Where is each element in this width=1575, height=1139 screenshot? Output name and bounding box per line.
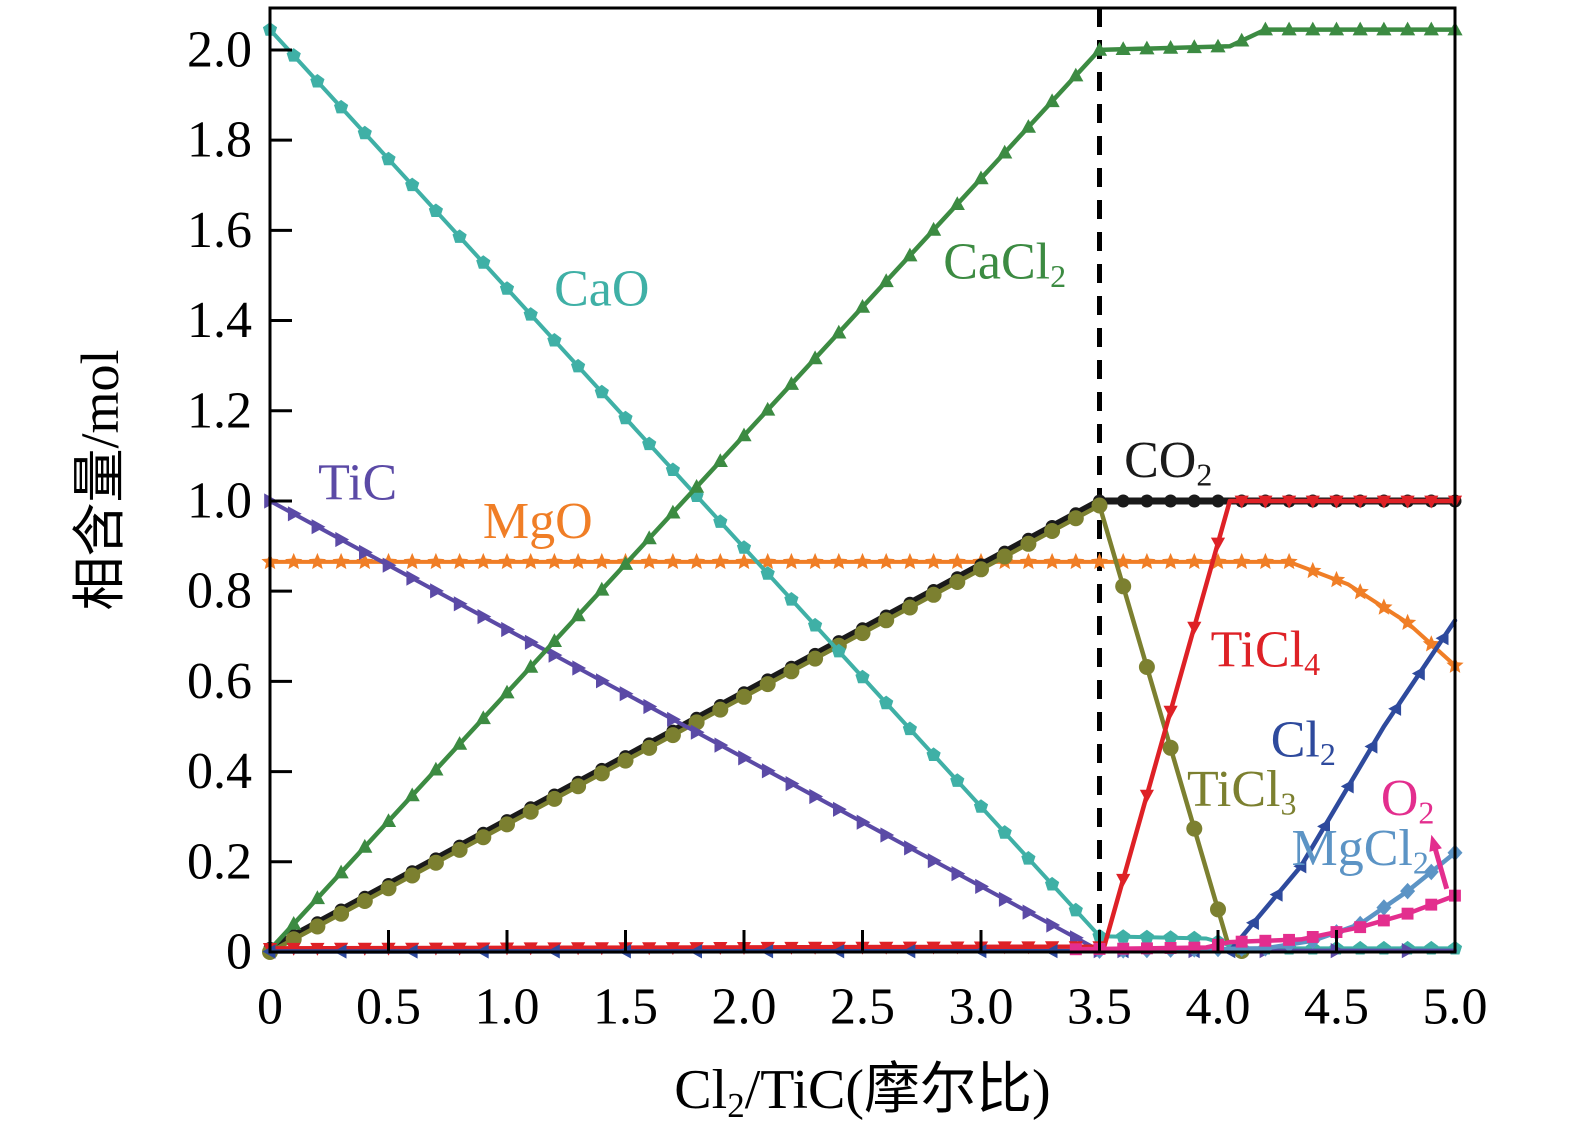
svg-text:相含量/mol: 相含量/mol bbox=[70, 349, 130, 610]
svg-text:0.6: 0.6 bbox=[187, 653, 252, 710]
series-MgO bbox=[261, 552, 1464, 673]
annotation-TiCl3: TiCl3 bbox=[1187, 761, 1297, 822]
svg-text:3.0: 3.0 bbox=[949, 979, 1014, 1036]
svg-text:1.2: 1.2 bbox=[187, 382, 252, 439]
svg-text:0.5: 0.5 bbox=[356, 979, 421, 1036]
svg-text:4.5: 4.5 bbox=[1304, 979, 1369, 1036]
svg-text:1.4: 1.4 bbox=[187, 292, 252, 349]
annotation-TiC: TiC bbox=[318, 454, 397, 511]
x-tick-labels: 0 0.5 1.0 1.5 2.0 2.5 3.0 3.5 4.0 4.5 5.0 bbox=[257, 979, 1488, 1036]
svg-text:1.5: 1.5 bbox=[593, 979, 658, 1036]
svg-text:2.0: 2.0 bbox=[187, 21, 252, 78]
svg-text:MgO: MgO bbox=[483, 493, 593, 550]
svg-text:0.4: 0.4 bbox=[187, 743, 252, 800]
svg-text:1.8: 1.8 bbox=[187, 112, 252, 169]
svg-text:TiCl3: TiCl3 bbox=[1187, 761, 1297, 822]
annotation-MgCl2: MgCl2 bbox=[1292, 820, 1429, 881]
svg-text:CaCl2: CaCl2 bbox=[943, 233, 1066, 294]
series-CaCl2 bbox=[267, 21, 1463, 952]
svg-text:0.2: 0.2 bbox=[187, 833, 252, 890]
svg-text:0: 0 bbox=[257, 979, 283, 1036]
svg-text:1.0: 1.0 bbox=[187, 472, 252, 529]
svg-text:3.5: 3.5 bbox=[1067, 979, 1132, 1036]
annotation-TiCl4: TiCl4 bbox=[1211, 621, 1321, 682]
annotation-CaO: CaO bbox=[554, 260, 649, 317]
y-tick-labels: 0 0.2 0.4 0.6 0.8 1.0 1.2 1.4 1.6 1.8 2.0 bbox=[187, 21, 252, 980]
series-TiCl4 bbox=[262, 495, 1463, 956]
axes-frame bbox=[268, 6, 1457, 954]
annotation-MgO: MgO bbox=[483, 493, 593, 550]
y-axis-title: 相含量/mol bbox=[70, 349, 130, 610]
svg-text:1.0: 1.0 bbox=[475, 979, 540, 1036]
annotation-CaCl2: CaCl2 bbox=[943, 233, 1066, 294]
svg-text:TiCl4: TiCl4 bbox=[1211, 621, 1321, 682]
svg-text:2.5: 2.5 bbox=[830, 979, 895, 1036]
svg-text:CaO: CaO bbox=[554, 260, 649, 317]
svg-text:5.0: 5.0 bbox=[1423, 979, 1488, 1036]
svg-text:MgCl2: MgCl2 bbox=[1292, 820, 1429, 881]
svg-text:2.0: 2.0 bbox=[712, 979, 777, 1036]
o2-pointer-arrow bbox=[1429, 834, 1450, 890]
svg-text:4.0: 4.0 bbox=[1186, 979, 1251, 1036]
svg-text:1.6: 1.6 bbox=[187, 202, 252, 259]
svg-text:0: 0 bbox=[226, 924, 252, 981]
svg-text:0.8: 0.8 bbox=[187, 563, 252, 620]
svg-text:TiC: TiC bbox=[318, 454, 397, 511]
